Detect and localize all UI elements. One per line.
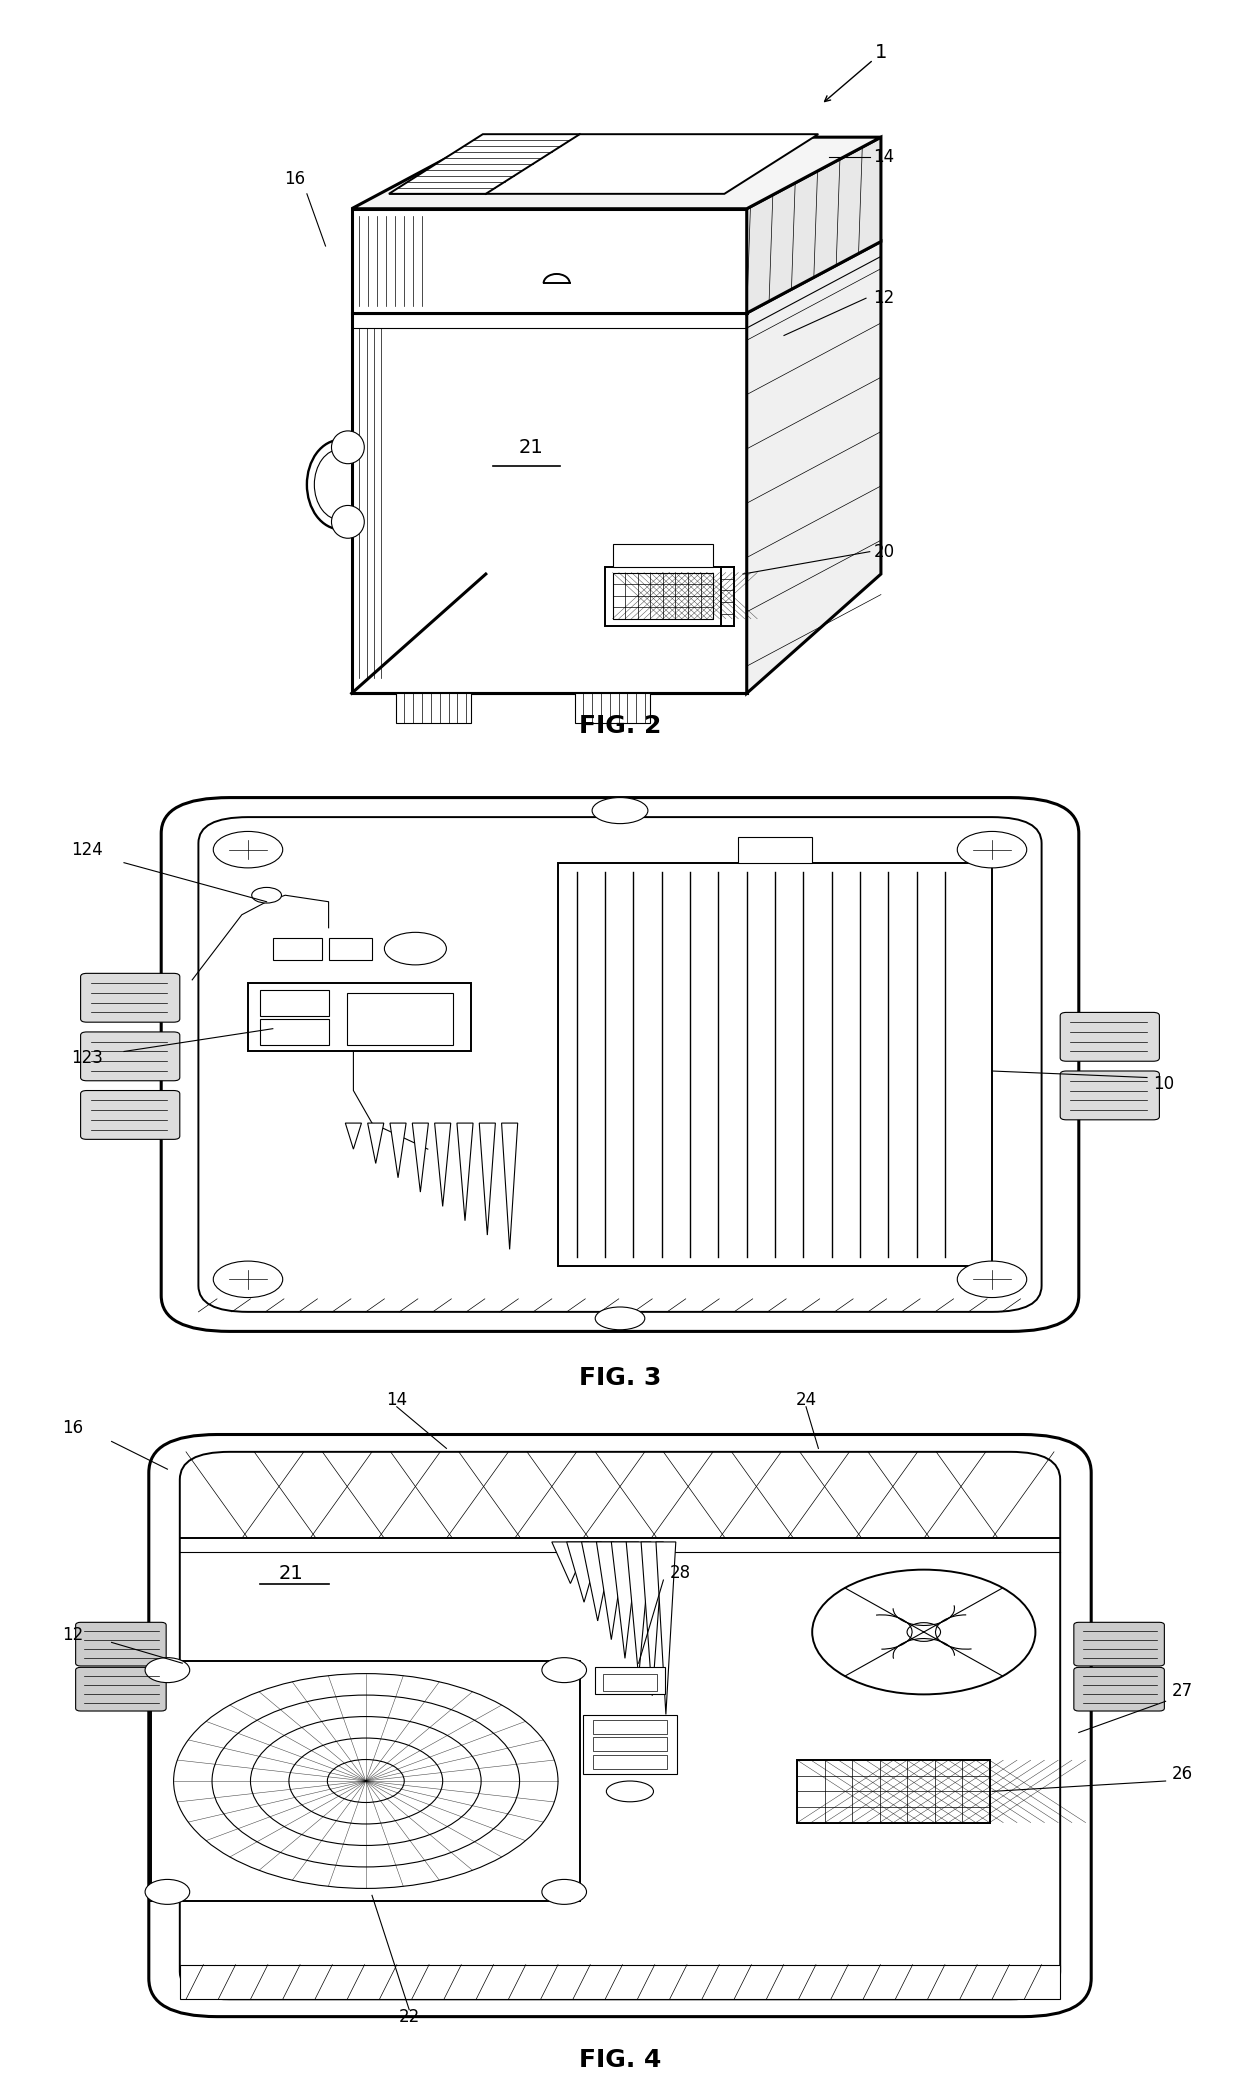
FancyBboxPatch shape (76, 1623, 166, 1665)
Text: FIG. 3: FIG. 3 (579, 1365, 661, 1390)
Circle shape (213, 1262, 283, 1298)
FancyBboxPatch shape (161, 798, 1079, 1331)
Circle shape (542, 1880, 587, 1905)
Polygon shape (389, 134, 818, 193)
Bar (347, 993, 453, 1046)
Polygon shape (367, 1124, 384, 1163)
Polygon shape (611, 1541, 639, 1659)
Text: 16: 16 (284, 170, 305, 187)
Ellipse shape (593, 798, 647, 823)
Bar (558, 863, 992, 1266)
Text: 14: 14 (386, 1390, 408, 1409)
Circle shape (252, 888, 281, 903)
Ellipse shape (606, 1781, 653, 1802)
Circle shape (213, 832, 283, 867)
Bar (248, 983, 471, 1052)
Polygon shape (582, 1541, 614, 1621)
Bar (595, 1667, 665, 1695)
Circle shape (331, 430, 365, 464)
Polygon shape (746, 242, 880, 693)
Text: 12: 12 (873, 290, 895, 307)
Text: 10: 10 (1153, 1075, 1174, 1092)
Circle shape (957, 1262, 1027, 1298)
Text: 12: 12 (62, 1628, 83, 1644)
Polygon shape (352, 208, 746, 313)
Text: 1: 1 (874, 42, 887, 61)
Polygon shape (389, 1124, 405, 1178)
Circle shape (331, 506, 365, 538)
Polygon shape (552, 1541, 589, 1583)
Text: FIG. 2: FIG. 2 (579, 714, 661, 737)
Text: 20: 20 (873, 542, 894, 561)
FancyBboxPatch shape (1060, 1071, 1159, 1119)
Text: 24: 24 (795, 1390, 817, 1409)
Text: 21: 21 (518, 437, 543, 458)
Polygon shape (352, 313, 746, 693)
Text: 123: 123 (71, 1050, 103, 1067)
FancyBboxPatch shape (1074, 1623, 1164, 1665)
Polygon shape (456, 1124, 474, 1220)
Circle shape (145, 1657, 190, 1682)
Bar (583, 1716, 677, 1774)
Polygon shape (352, 136, 880, 208)
FancyBboxPatch shape (81, 974, 180, 1023)
Text: 16: 16 (62, 1420, 83, 1436)
FancyBboxPatch shape (149, 1434, 1091, 2016)
Text: 124: 124 (71, 840, 103, 859)
Text: 27: 27 (1172, 1682, 1193, 1699)
Bar (180, 1966, 1060, 1999)
FancyBboxPatch shape (198, 817, 1042, 1312)
Bar (260, 989, 329, 1016)
Bar (260, 1018, 329, 1046)
Bar (151, 1661, 580, 1900)
FancyBboxPatch shape (81, 1090, 180, 1140)
Text: 14: 14 (873, 147, 894, 166)
Bar (738, 836, 812, 863)
FancyBboxPatch shape (180, 1451, 1060, 1999)
Polygon shape (746, 136, 880, 313)
Polygon shape (412, 1124, 429, 1193)
Polygon shape (605, 567, 720, 626)
Polygon shape (567, 1541, 601, 1602)
Bar (273, 937, 322, 960)
Ellipse shape (595, 1306, 645, 1329)
Polygon shape (479, 1124, 495, 1235)
Polygon shape (613, 573, 713, 620)
Polygon shape (656, 1541, 676, 1714)
Polygon shape (434, 1124, 451, 1205)
FancyBboxPatch shape (1060, 1012, 1159, 1060)
Bar (797, 1760, 990, 1823)
Text: 21: 21 (279, 1564, 304, 1583)
Circle shape (957, 832, 1027, 867)
Text: 28: 28 (670, 1564, 691, 1581)
Bar (603, 1674, 657, 1690)
Polygon shape (641, 1541, 663, 1697)
Circle shape (145, 1880, 190, 1905)
Bar (593, 1756, 667, 1768)
Polygon shape (596, 1541, 626, 1640)
Polygon shape (501, 1124, 517, 1249)
FancyBboxPatch shape (81, 1031, 180, 1082)
Bar (613, 544, 713, 567)
Text: FIG. 4: FIG. 4 (579, 2048, 661, 2073)
Text: 26: 26 (1172, 1766, 1193, 1783)
FancyBboxPatch shape (76, 1667, 166, 1712)
Bar (329, 937, 372, 960)
Text: 22: 22 (398, 2008, 420, 2026)
Circle shape (384, 932, 446, 964)
Bar (593, 1737, 667, 1751)
Polygon shape (345, 1124, 362, 1149)
FancyBboxPatch shape (1074, 1667, 1164, 1712)
Polygon shape (626, 1541, 651, 1678)
Bar (397, 693, 471, 722)
Bar (575, 693, 650, 722)
Bar (593, 1720, 667, 1735)
Circle shape (542, 1657, 587, 1682)
